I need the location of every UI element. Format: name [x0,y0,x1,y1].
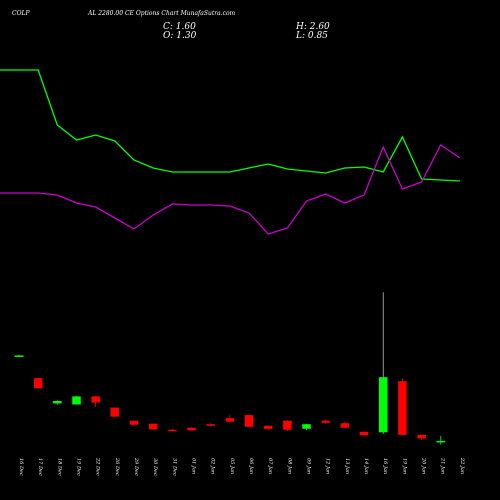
candle [283,420,292,431]
x-tick-label: 14 Jan [363,458,369,474]
candle [263,425,273,431]
x-tick-label: 08 Jan [286,458,292,474]
x-tick-label: 21 Jan [440,457,446,474]
candle-body [206,424,215,426]
candle-body [398,381,407,435]
candle [302,423,311,431]
candle-body [168,429,177,432]
candle [378,292,388,434]
symbol-label: COLP [12,10,30,17]
x-axis-ticks: 16 Dec 17 Dec 18 Dec 19 Dec 22 Dec 26 Dec 29 D… [18,457,465,476]
x-tick-label: 29 Dec [133,457,139,476]
quote-close: C: 1.60 [163,22,196,32]
x-tick-label: 13 Jan [344,458,350,474]
x-tick-label: 07 Jan [267,458,273,474]
x-tick-label: 20 Jan [421,457,427,474]
quote-open: O: 1.30 [163,31,197,41]
candle [359,431,369,436]
candle [398,378,407,436]
candle [148,423,158,430]
x-tick-label: 26 Dec [114,457,120,476]
candle [33,378,43,389]
candle-body [110,407,120,417]
candle-body [72,396,81,405]
x-tick-label: 16 Jan [382,458,388,474]
candle-body [417,434,426,439]
candle [129,420,139,425]
x-tick-label: 02 Jan [210,458,216,474]
candle-body [91,396,100,403]
candle-body [321,420,330,423]
candle-body [378,377,388,433]
candlesticks [14,292,445,445]
candle [72,395,81,405]
candle [340,421,350,428]
candle-body [359,431,369,436]
x-tick-label: 18 Dec [56,458,62,476]
candle-body [187,427,196,431]
x-tick-label: 31 Dec [171,458,177,476]
candle-body [53,400,62,404]
candle [53,400,62,405]
candle-body [225,418,235,422]
candle-body [263,425,273,429]
candle-body [244,415,254,427]
candle [206,423,215,427]
x-tick-label: 09 Jan [306,458,312,474]
x-tick-label: 16 Dec [18,458,24,476]
candle [91,395,100,408]
candle [168,428,177,432]
quote-high: H: 2.60 [296,22,330,32]
x-tick-label: 12 Jan [325,458,331,474]
x-tick-label: 01 Jan [191,458,197,474]
candle-body [302,424,311,429]
candle [110,407,120,418]
candle [436,435,445,445]
candle [321,419,330,424]
x-tick-label: 19 Dec [76,458,82,476]
candle-body [33,378,43,389]
candle [244,415,254,427]
candle [225,414,235,422]
x-tick-label: 30 Dec [152,458,158,476]
candle-body [148,423,158,430]
candle [14,354,24,357]
indicator-lines [0,69,461,235]
candle-body [436,440,445,443]
quote-low: L: 0.85 [296,31,328,41]
chart-title: AL 2280.00 CE Options Chart MunafaSutra.… [88,10,236,17]
candle-body [340,423,350,428]
x-tick-label: 06 Jan [248,458,254,474]
indicator-line-2 [0,144,461,235]
indicator-line-1 [0,69,460,182]
candle-body [129,420,139,425]
candle [417,434,426,440]
x-tick-label: 22 Dec [95,457,101,476]
x-tick-label: 22 Jan [459,457,465,474]
x-tick-label: 05 Jan [229,458,235,474]
candle [187,427,196,431]
candle-body [14,355,24,357]
candle-body [283,420,292,430]
x-tick-label: 17 Dec [37,458,43,476]
x-tick-label: 19 Jan [401,458,407,474]
